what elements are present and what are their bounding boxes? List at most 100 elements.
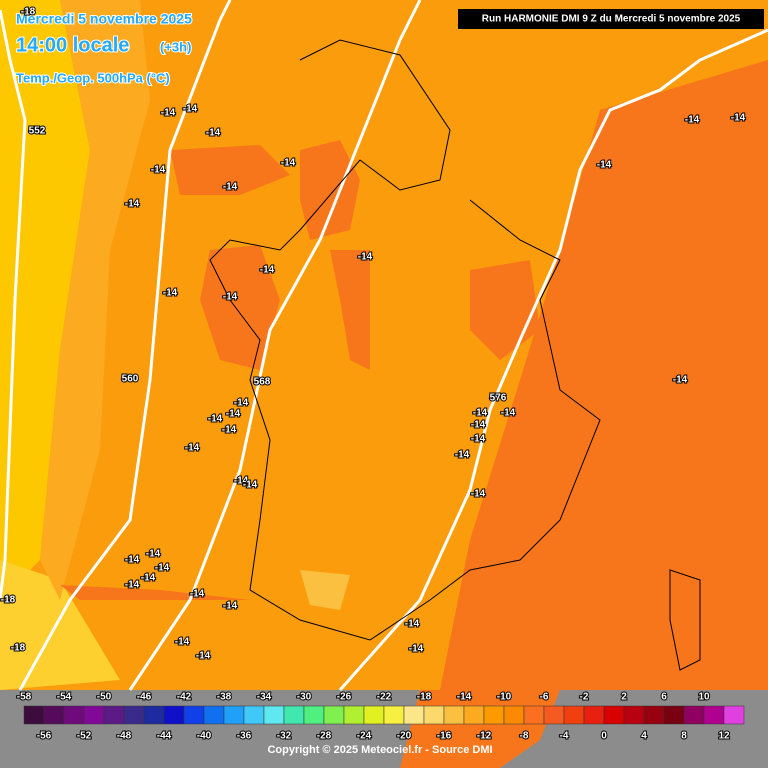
- contour-label: -14: [473, 408, 488, 419]
- contour-label: -14: [151, 165, 166, 176]
- colorbar-label: -46: [137, 692, 152, 703]
- colorbar-label: -22: [377, 692, 392, 703]
- contour-label: -18: [11, 643, 26, 654]
- contour-label: -14: [358, 252, 373, 263]
- coastlines: [209, 39, 701, 671]
- copyright: Copyright © 2025 Meteociel.fr - Source D…: [267, 744, 492, 756]
- colorbar-cell: [43, 705, 65, 725]
- colorbar-cell: [243, 705, 265, 725]
- colorbar-label: -38: [217, 692, 232, 703]
- run: Run HARMONIE DMI 9 Z du Mercredi 5 novem…: [482, 14, 741, 25]
- contour-label: -14: [243, 480, 258, 491]
- contour-line: [0, 9, 27, 601]
- contour-label: -14: [208, 414, 223, 425]
- contour-label: -14: [409, 644, 424, 655]
- colorbar-cell: [543, 705, 565, 725]
- field: Temp./Geop. 500hPa (°C): [16, 70, 170, 85]
- contour-label: -18: [1, 595, 16, 606]
- colorbar-cell: [663, 705, 685, 725]
- colorbar-label: 6: [661, 692, 667, 703]
- colorbar-label: -10: [497, 692, 512, 703]
- colorbar-label: -52: [77, 731, 92, 742]
- colorbar-cell: [303, 705, 325, 725]
- colorbar-label: -16: [437, 731, 452, 742]
- colorbar-cell: [23, 705, 45, 725]
- colorbar-cell: [483, 705, 505, 725]
- contours: [0, 0, 768, 691]
- colorbar-cell: [463, 705, 485, 725]
- contour-label: -14: [183, 104, 198, 115]
- colorbar-label: -48: [117, 731, 132, 742]
- colorbar-label: -42: [177, 692, 192, 703]
- colorbar-cell: [143, 705, 165, 725]
- run-box: [458, 9, 764, 29]
- contour-label: -14: [234, 476, 249, 487]
- contour-label: -14: [501, 408, 516, 419]
- colorbar-label: -50: [97, 692, 112, 703]
- contour-label: -14: [597, 160, 612, 171]
- colorbar-label: 12: [718, 731, 730, 742]
- colorbar-cell: [83, 705, 105, 725]
- colorbar-cell: [623, 705, 645, 725]
- yellow-zone: [0, 560, 120, 690]
- contour-label: -14: [260, 265, 275, 276]
- colorbar-cell: [523, 705, 545, 725]
- contour-label: -14: [185, 443, 200, 454]
- colorbar-cell: [643, 705, 665, 725]
- date: Mercredi 5 novembre 2025: [16, 11, 192, 27]
- corsica: [669, 569, 701, 671]
- colorbar-cell: [63, 705, 85, 725]
- colorbar-cell: [183, 705, 205, 725]
- contour-label: -14: [155, 563, 170, 574]
- contour-label: -14: [471, 434, 486, 445]
- colorbar-label: -56: [37, 731, 52, 742]
- contour-label: -14: [146, 549, 161, 560]
- contour-label: 568: [254, 377, 271, 388]
- contour-label: -14: [731, 113, 746, 124]
- colorbar-label: -40: [197, 731, 212, 742]
- contour-label: -14: [223, 182, 238, 193]
- colorbar-cell: [283, 705, 305, 725]
- colorbar-cell: [503, 705, 525, 725]
- contour-label: -14: [163, 288, 178, 299]
- contour-label: -14: [206, 128, 221, 139]
- colorbar-label: -6: [540, 692, 549, 703]
- colorbar-label: -30: [297, 692, 312, 703]
- contour-label: -14: [125, 199, 140, 210]
- contour-label: 560: [122, 374, 139, 385]
- colorbar-label: -26: [337, 692, 352, 703]
- colorbar-label: 0: [601, 731, 607, 742]
- colorbar-cell: [723, 705, 745, 725]
- colorbar-cell: [583, 705, 605, 725]
- colorbar-label: -24: [357, 731, 372, 742]
- contour-label: -14: [471, 489, 486, 500]
- contour-label: -14: [455, 450, 470, 461]
- colorbar-cell: [383, 705, 405, 725]
- colorbar-label: -34: [257, 692, 272, 703]
- colorbar-cell: [163, 705, 185, 725]
- colorbar-cell: [123, 705, 145, 725]
- contour-label: -14: [223, 292, 238, 303]
- colorbar-label: -36: [237, 731, 252, 742]
- contour-label: -14: [190, 589, 205, 600]
- contour-label: -14: [234, 398, 249, 409]
- colorbar-label: -28: [317, 731, 332, 742]
- contour-label: -14: [223, 601, 238, 612]
- colorbar-label: -44: [157, 731, 172, 742]
- contour-label: -14: [141, 573, 156, 584]
- colorbar-cell: [363, 705, 385, 725]
- colorbar-label: -8: [520, 731, 529, 742]
- colorbar-cell: [443, 705, 465, 725]
- colorbar-cell: [563, 705, 585, 725]
- contour-label: -18: [21, 7, 36, 18]
- colorbar-label: 4: [641, 731, 647, 742]
- contour-label: -14: [471, 420, 486, 431]
- colorbar-label: 2: [621, 692, 627, 703]
- colorbar-label: -18: [417, 692, 432, 703]
- colorbar-cell: [343, 705, 365, 725]
- contour-line: [18, 0, 232, 691]
- dark-orange-zone: [440, 60, 768, 690]
- contour-label: -14: [222, 425, 237, 436]
- colorbar-label: 8: [681, 731, 687, 742]
- colorbar-label: -12: [477, 731, 492, 742]
